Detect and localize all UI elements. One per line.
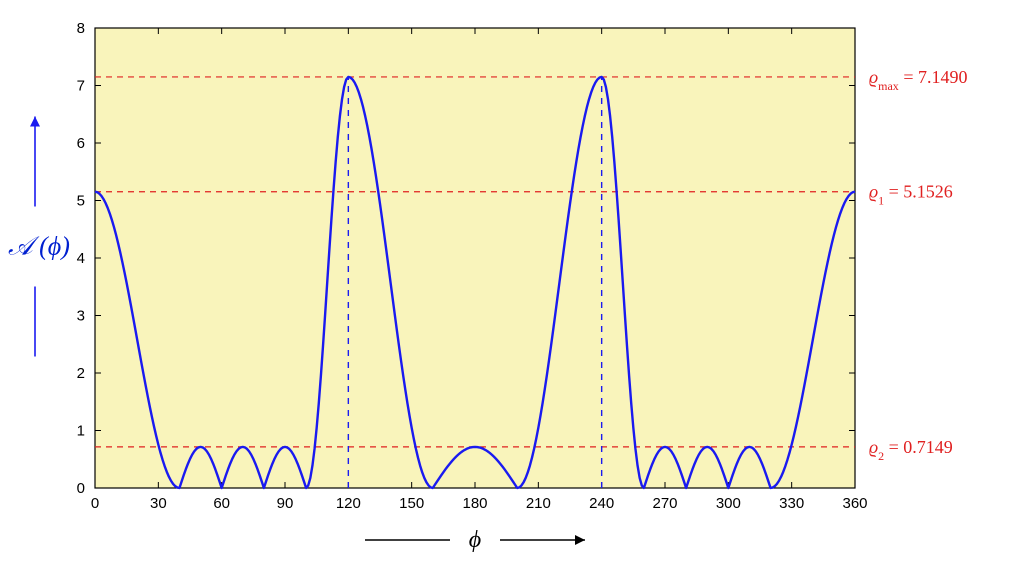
ytick-label: 2 <box>77 365 85 382</box>
ytick-label: 3 <box>77 308 85 325</box>
ytick-label: 1 <box>77 423 85 440</box>
ref-annotation: ϱ1 = 5.1526 <box>869 182 953 208</box>
ytick-label: 5 <box>77 193 85 210</box>
ref-annotation: ϱmax = 7.1490 <box>869 67 967 93</box>
xtick-label: 180 <box>462 495 487 512</box>
chart-svg: 0 30 60 90 120 150 180 210 240 270 300 330 360 0 1 2 3 4 5… <box>0 0 1024 576</box>
xtick-label: 330 <box>779 495 804 512</box>
xtick-label: 60 <box>213 495 230 512</box>
plot-background <box>95 28 855 488</box>
xtick-label: 0 <box>91 495 99 512</box>
xtick-label: 30 <box>150 495 167 512</box>
xtick-label: 360 <box>842 495 867 512</box>
ytick-label: 6 <box>77 135 85 152</box>
xtick-label: 120 <box>336 495 361 512</box>
ref-annotation: ϱ2 = 0.7149 <box>869 437 953 463</box>
ylabel: 𝒜 (ϕ) <box>8 232 70 261</box>
xtick-label: 240 <box>589 495 614 512</box>
xlabel-arrowhead <box>575 535 585 545</box>
xtick-label: 210 <box>526 495 551 512</box>
ytick-label: 4 <box>77 250 85 267</box>
xtick-label: 270 <box>652 495 677 512</box>
xtick-label: 150 <box>399 495 424 512</box>
xtick-label: 300 <box>716 495 741 512</box>
ylabel-arrowhead <box>30 117 40 127</box>
xlabel: ϕ <box>469 527 481 553</box>
xtick-label: 90 <box>277 495 294 512</box>
ytick-label: 7 <box>77 78 85 95</box>
ytick-label: 8 <box>77 20 85 37</box>
ytick-label: 0 <box>77 480 85 497</box>
